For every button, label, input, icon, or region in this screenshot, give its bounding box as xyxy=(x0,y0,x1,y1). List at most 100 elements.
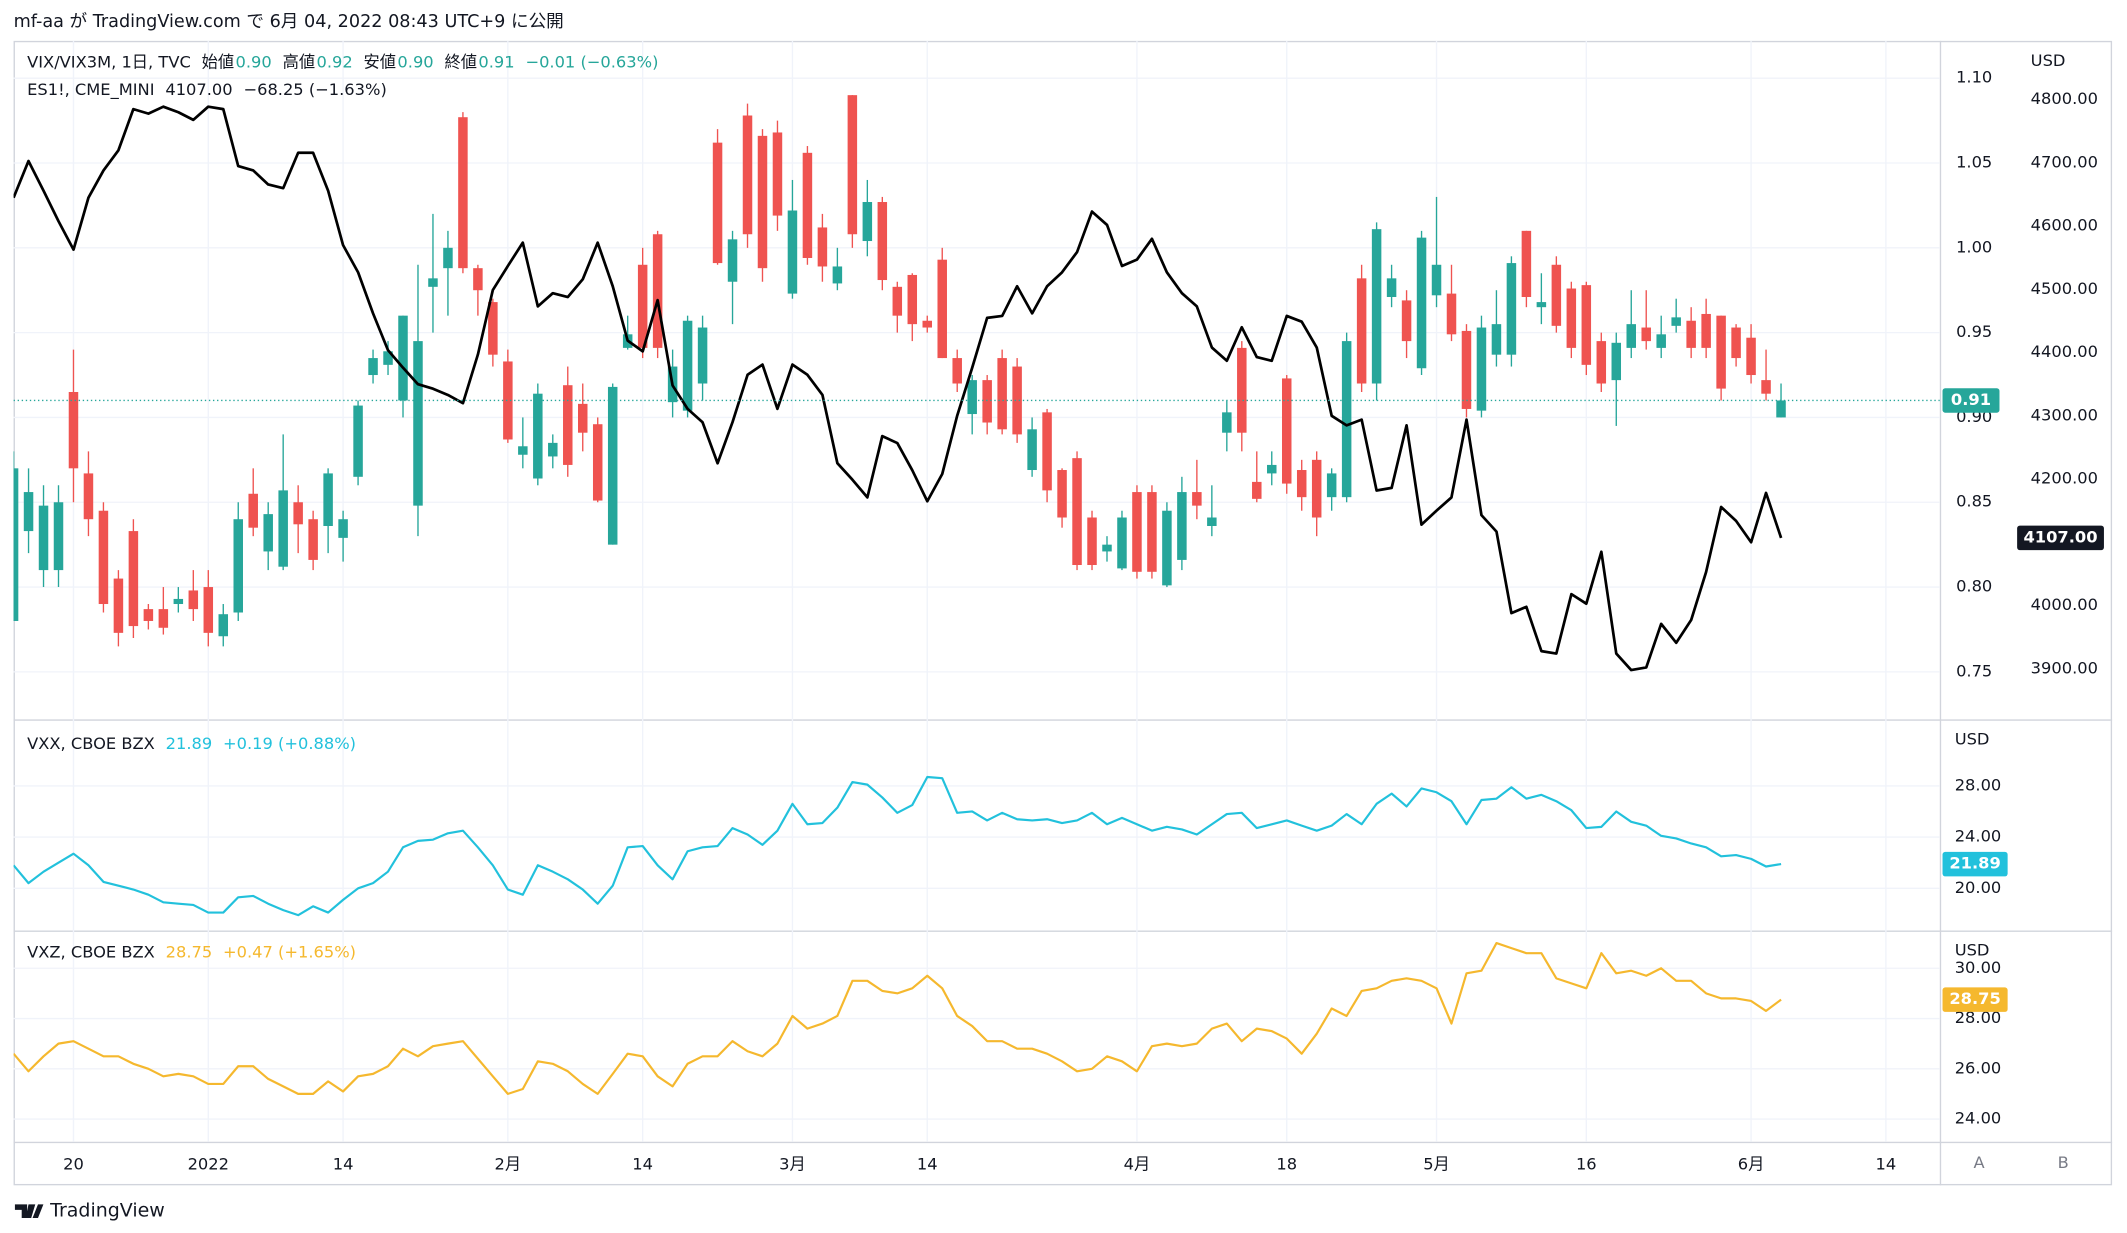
y2-tick-label: 4200.00 xyxy=(2031,469,2098,488)
legend-value: 0.91 xyxy=(478,52,514,71)
candle-body xyxy=(1326,473,1337,498)
legend-entry: ES1!, CME_MINI 4107.00 −68.25 (−1.63%) xyxy=(27,79,387,99)
plot-area xyxy=(13,95,1940,672)
candle-body xyxy=(1731,327,1741,359)
candle-body xyxy=(1611,342,1622,381)
y-tick-label: 24.00 xyxy=(1955,1109,2002,1128)
x-tick-label: 4月 xyxy=(1124,1154,1151,1173)
footer-logo xyxy=(14,1204,44,1219)
candle-body xyxy=(278,490,288,567)
candle-body xyxy=(173,598,184,605)
y-tick-label: 0.75 xyxy=(1956,661,1992,680)
candle-body xyxy=(443,247,453,269)
legend-entry: VXZ, CBOE BZX 28.75 +0.47 (+1.65%) xyxy=(27,942,356,961)
candle-body xyxy=(1296,470,1307,498)
candle-body xyxy=(1192,492,1202,506)
candle-body xyxy=(607,386,618,545)
candle-body xyxy=(473,268,483,291)
series-line xyxy=(13,941,1782,1095)
candle-body xyxy=(1057,470,1067,518)
price-label-box xyxy=(1942,987,2008,1012)
candle-body xyxy=(548,442,558,457)
x-tick-label: 14 xyxy=(333,1154,354,1173)
candle-body xyxy=(1177,492,1187,560)
legend-name: ES1!, CME_MINI xyxy=(27,79,154,99)
price-label: 0.91 xyxy=(1951,390,1991,409)
candle-body xyxy=(248,493,258,528)
candle-body xyxy=(413,341,423,506)
y2-tick-label: 4300.00 xyxy=(2031,405,2098,424)
candle-body xyxy=(1072,458,1082,566)
candle-body xyxy=(383,351,393,365)
candle-body xyxy=(907,274,918,325)
candle-body xyxy=(143,609,154,621)
candle-body xyxy=(1701,313,1711,348)
candle-body xyxy=(697,327,708,384)
candle-body xyxy=(772,132,783,216)
candle-body xyxy=(1371,229,1382,384)
candle-body xyxy=(1431,264,1442,296)
candle-body xyxy=(503,361,513,440)
candle-body xyxy=(38,505,49,571)
price-label-box xyxy=(2017,525,2104,551)
candle-body xyxy=(1686,320,1696,348)
candle-body xyxy=(967,380,977,415)
legend-value: 0.92 xyxy=(316,52,352,71)
price-label-box xyxy=(1942,388,2000,413)
price-label: 4107.00 xyxy=(2023,527,2097,546)
legend-entry: VIX/VIX3M, 1日, TVC 始値0.90 高値0.92 安値0.90 終値0.… xyxy=(27,52,658,71)
candle-body xyxy=(308,519,318,560)
candle-body xyxy=(1656,334,1666,348)
currency-label: USD xyxy=(2031,51,2066,70)
candle-body xyxy=(1207,517,1217,526)
candle-body xyxy=(158,609,169,628)
candle-body xyxy=(1461,330,1472,409)
legend-entry: VXX, CBOE BZX 21.89 +0.19 (+0.88%) xyxy=(27,733,356,752)
y-tick-label: 0.95 xyxy=(1956,322,1992,341)
candle-body xyxy=(368,358,378,376)
candle-body xyxy=(1416,237,1427,369)
candle-body xyxy=(652,234,663,348)
candle-body xyxy=(128,531,139,627)
legend-value: 高値 xyxy=(283,52,316,71)
y-tick-label: 0.85 xyxy=(1956,492,1992,511)
candle-body xyxy=(1716,315,1726,389)
y-tick-label: 28.00 xyxy=(1955,1008,2002,1027)
candle-body xyxy=(458,117,468,269)
candle-body xyxy=(1162,510,1172,586)
candle-body xyxy=(563,385,573,465)
candle-body xyxy=(353,405,363,477)
candle-body xyxy=(488,302,498,355)
y-tick-label: 26.00 xyxy=(1955,1058,2002,1077)
legend-value: 0.90 xyxy=(236,52,272,71)
y2-tick-label: 4400.00 xyxy=(2031,342,2098,361)
candle-body xyxy=(533,393,543,479)
candle-body xyxy=(13,468,19,621)
x-tick-label: 14 xyxy=(1876,1154,1897,1173)
candle-body xyxy=(1761,380,1771,394)
candle-body xyxy=(877,202,888,281)
candle-body xyxy=(727,239,738,282)
candle-body xyxy=(592,424,603,501)
y2-tick-label: 4700.00 xyxy=(2031,152,2098,171)
y-tick-label: 1.00 xyxy=(1956,237,1992,256)
y-tick-label: 1.05 xyxy=(1956,152,1992,171)
candle-body xyxy=(1551,264,1562,326)
x-tick-label: 18 xyxy=(1276,1154,1297,1173)
candle-body xyxy=(1042,412,1052,491)
candle-body xyxy=(1012,366,1022,435)
candle-body xyxy=(997,358,1007,430)
candle-body xyxy=(1626,324,1636,348)
y-tick-label: 1.10 xyxy=(1956,68,1992,87)
candle-body xyxy=(1446,293,1457,335)
x-tick-label: 14 xyxy=(632,1154,653,1173)
grid xyxy=(13,785,1940,889)
legend-value: 0.90 xyxy=(397,52,433,71)
candle-body xyxy=(742,115,753,235)
price-label: 28.75 xyxy=(1949,989,2000,1008)
scale-button[interactable]: B xyxy=(2058,1153,2069,1172)
y-tick-label: 30.00 xyxy=(1955,958,2002,977)
candle-body xyxy=(1401,300,1412,342)
auto-scale-button[interactable]: A xyxy=(1974,1153,1986,1172)
candle-body xyxy=(1087,517,1097,566)
